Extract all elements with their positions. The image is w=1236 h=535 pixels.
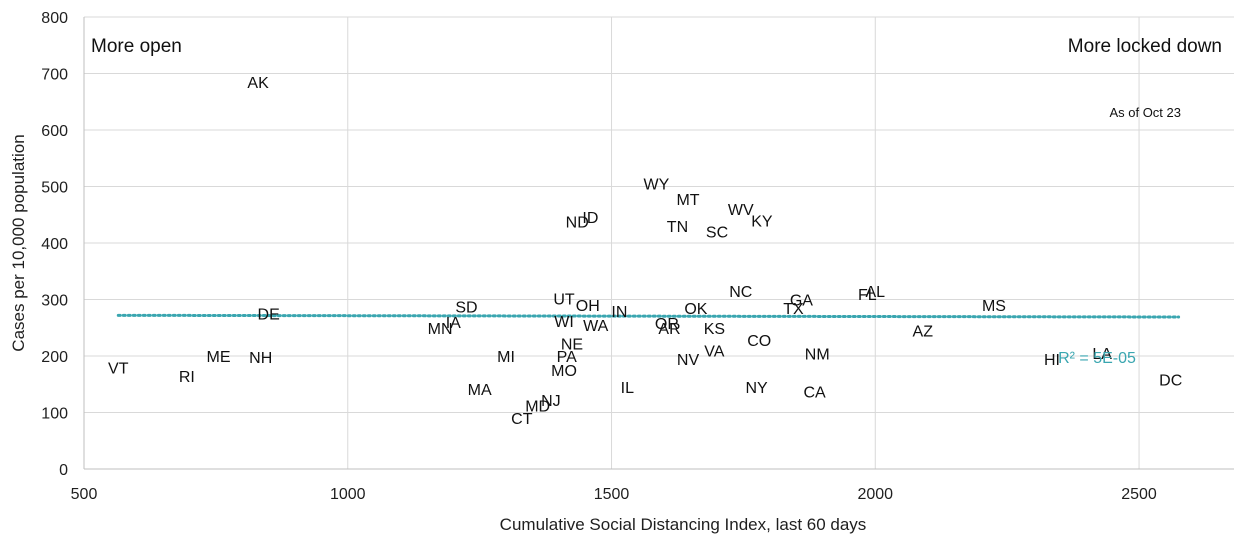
point-label-oh: OH	[576, 298, 600, 315]
y-tick-label: 300	[41, 293, 68, 310]
point-label-id: ID	[582, 210, 598, 227]
x-tick-label: 1000	[330, 486, 366, 503]
point-label-sd: SD	[455, 299, 477, 316]
point-label-va: VA	[704, 343, 724, 360]
point-label-wa: WA	[583, 318, 609, 335]
point-label-in: IN	[611, 304, 627, 321]
point-label-la: LA	[1092, 346, 1112, 363]
point-label-ca: CA	[804, 385, 827, 402]
point-label-mt: MT	[676, 192, 699, 209]
point-label-vt: VT	[108, 360, 129, 377]
point-label-al: AL	[865, 284, 885, 301]
annotation-more-locked-down: More locked down	[1068, 36, 1222, 57]
point-label-ga: GA	[790, 293, 813, 310]
x-axis-title: Cumulative Social Distancing Index, last…	[500, 515, 867, 534]
point-label-ia: IA	[446, 315, 461, 332]
point-label-ma: MA	[468, 382, 492, 399]
y-tick-label: 400	[41, 236, 68, 253]
point-label-ny: NY	[745, 380, 768, 397]
point-label-nj: NJ	[541, 393, 561, 410]
r-squared-label: R² = 5E-05	[1058, 350, 1136, 367]
point-label-pa: PA	[557, 349, 577, 366]
trendline-group	[116, 313, 1181, 319]
point-label-az: AZ	[913, 324, 934, 341]
point-label-ar: AR	[658, 321, 680, 338]
point-label-ms: MS	[982, 298, 1006, 315]
point-label-md: MD	[525, 399, 550, 416]
point-label-tn: TN	[667, 219, 688, 236]
axes	[83, 17, 1234, 470]
point-label-ok: OK	[684, 301, 707, 318]
point-label-de: DE	[258, 307, 280, 324]
y-tick-label: 100	[41, 406, 68, 423]
point-label-mo: MO	[551, 363, 577, 380]
point-label-nh: NH	[249, 350, 272, 367]
y-tick-label: 600	[41, 123, 68, 140]
gridlines	[84, 16, 1234, 469]
point-label-wy: WY	[643, 177, 669, 194]
point-label-me: ME	[207, 349, 231, 366]
y-tick-label: 700	[41, 67, 68, 84]
y-axis-title: Cases per 10,000 population	[9, 134, 28, 351]
point-label-ky: KY	[751, 213, 773, 230]
point-label-co: CO	[747, 333, 771, 350]
x-tick-label: 1500	[594, 486, 630, 503]
point-label-nc: NC	[729, 284, 752, 301]
y-tick-label: 800	[41, 10, 68, 27]
trendline	[116, 313, 1181, 319]
point-label-dc: DC	[1159, 373, 1182, 390]
y-tick-label: 0	[59, 462, 68, 479]
tick-labels: 0 100 200 300 400 500 600 700 800 500 1000 1500 2000…	[41, 10, 1157, 503]
x-tick-label: 2500	[1121, 486, 1157, 503]
point-label-ne: NE	[561, 337, 583, 354]
point-label-mn: MN	[428, 321, 453, 338]
point-label-wv: WV	[728, 202, 754, 219]
point-label-ri: RI	[179, 369, 195, 386]
point-label-wi: WI	[554, 314, 574, 331]
x-tick-label: 500	[71, 486, 98, 503]
point-label-il: IL	[621, 380, 634, 397]
point-label-fl: FL	[858, 287, 877, 304]
point-label-nm: NM	[805, 347, 830, 364]
annotation-as-of-date: As of Oct 23	[1109, 105, 1181, 120]
point-label-mi: MI	[497, 349, 515, 366]
point-label-ak: AK	[247, 75, 269, 92]
x-tick-label: 2000	[857, 486, 893, 503]
point-label-hi: HI	[1044, 352, 1060, 369]
y-tick-label: 500	[41, 180, 68, 197]
point-label-or: OR	[655, 316, 679, 333]
annotation-more-open: More open	[91, 36, 182, 57]
point-label-ct: CT	[511, 411, 533, 428]
point-label-ut: UT	[553, 291, 575, 308]
point-label-tx: TX	[783, 301, 804, 318]
point-label-nv: NV	[677, 352, 700, 369]
point-label-sc: SC	[706, 225, 728, 242]
point-label-ks: KS	[704, 321, 725, 338]
point-label-nd: ND	[566, 215, 589, 232]
y-tick-label: 200	[41, 349, 68, 366]
